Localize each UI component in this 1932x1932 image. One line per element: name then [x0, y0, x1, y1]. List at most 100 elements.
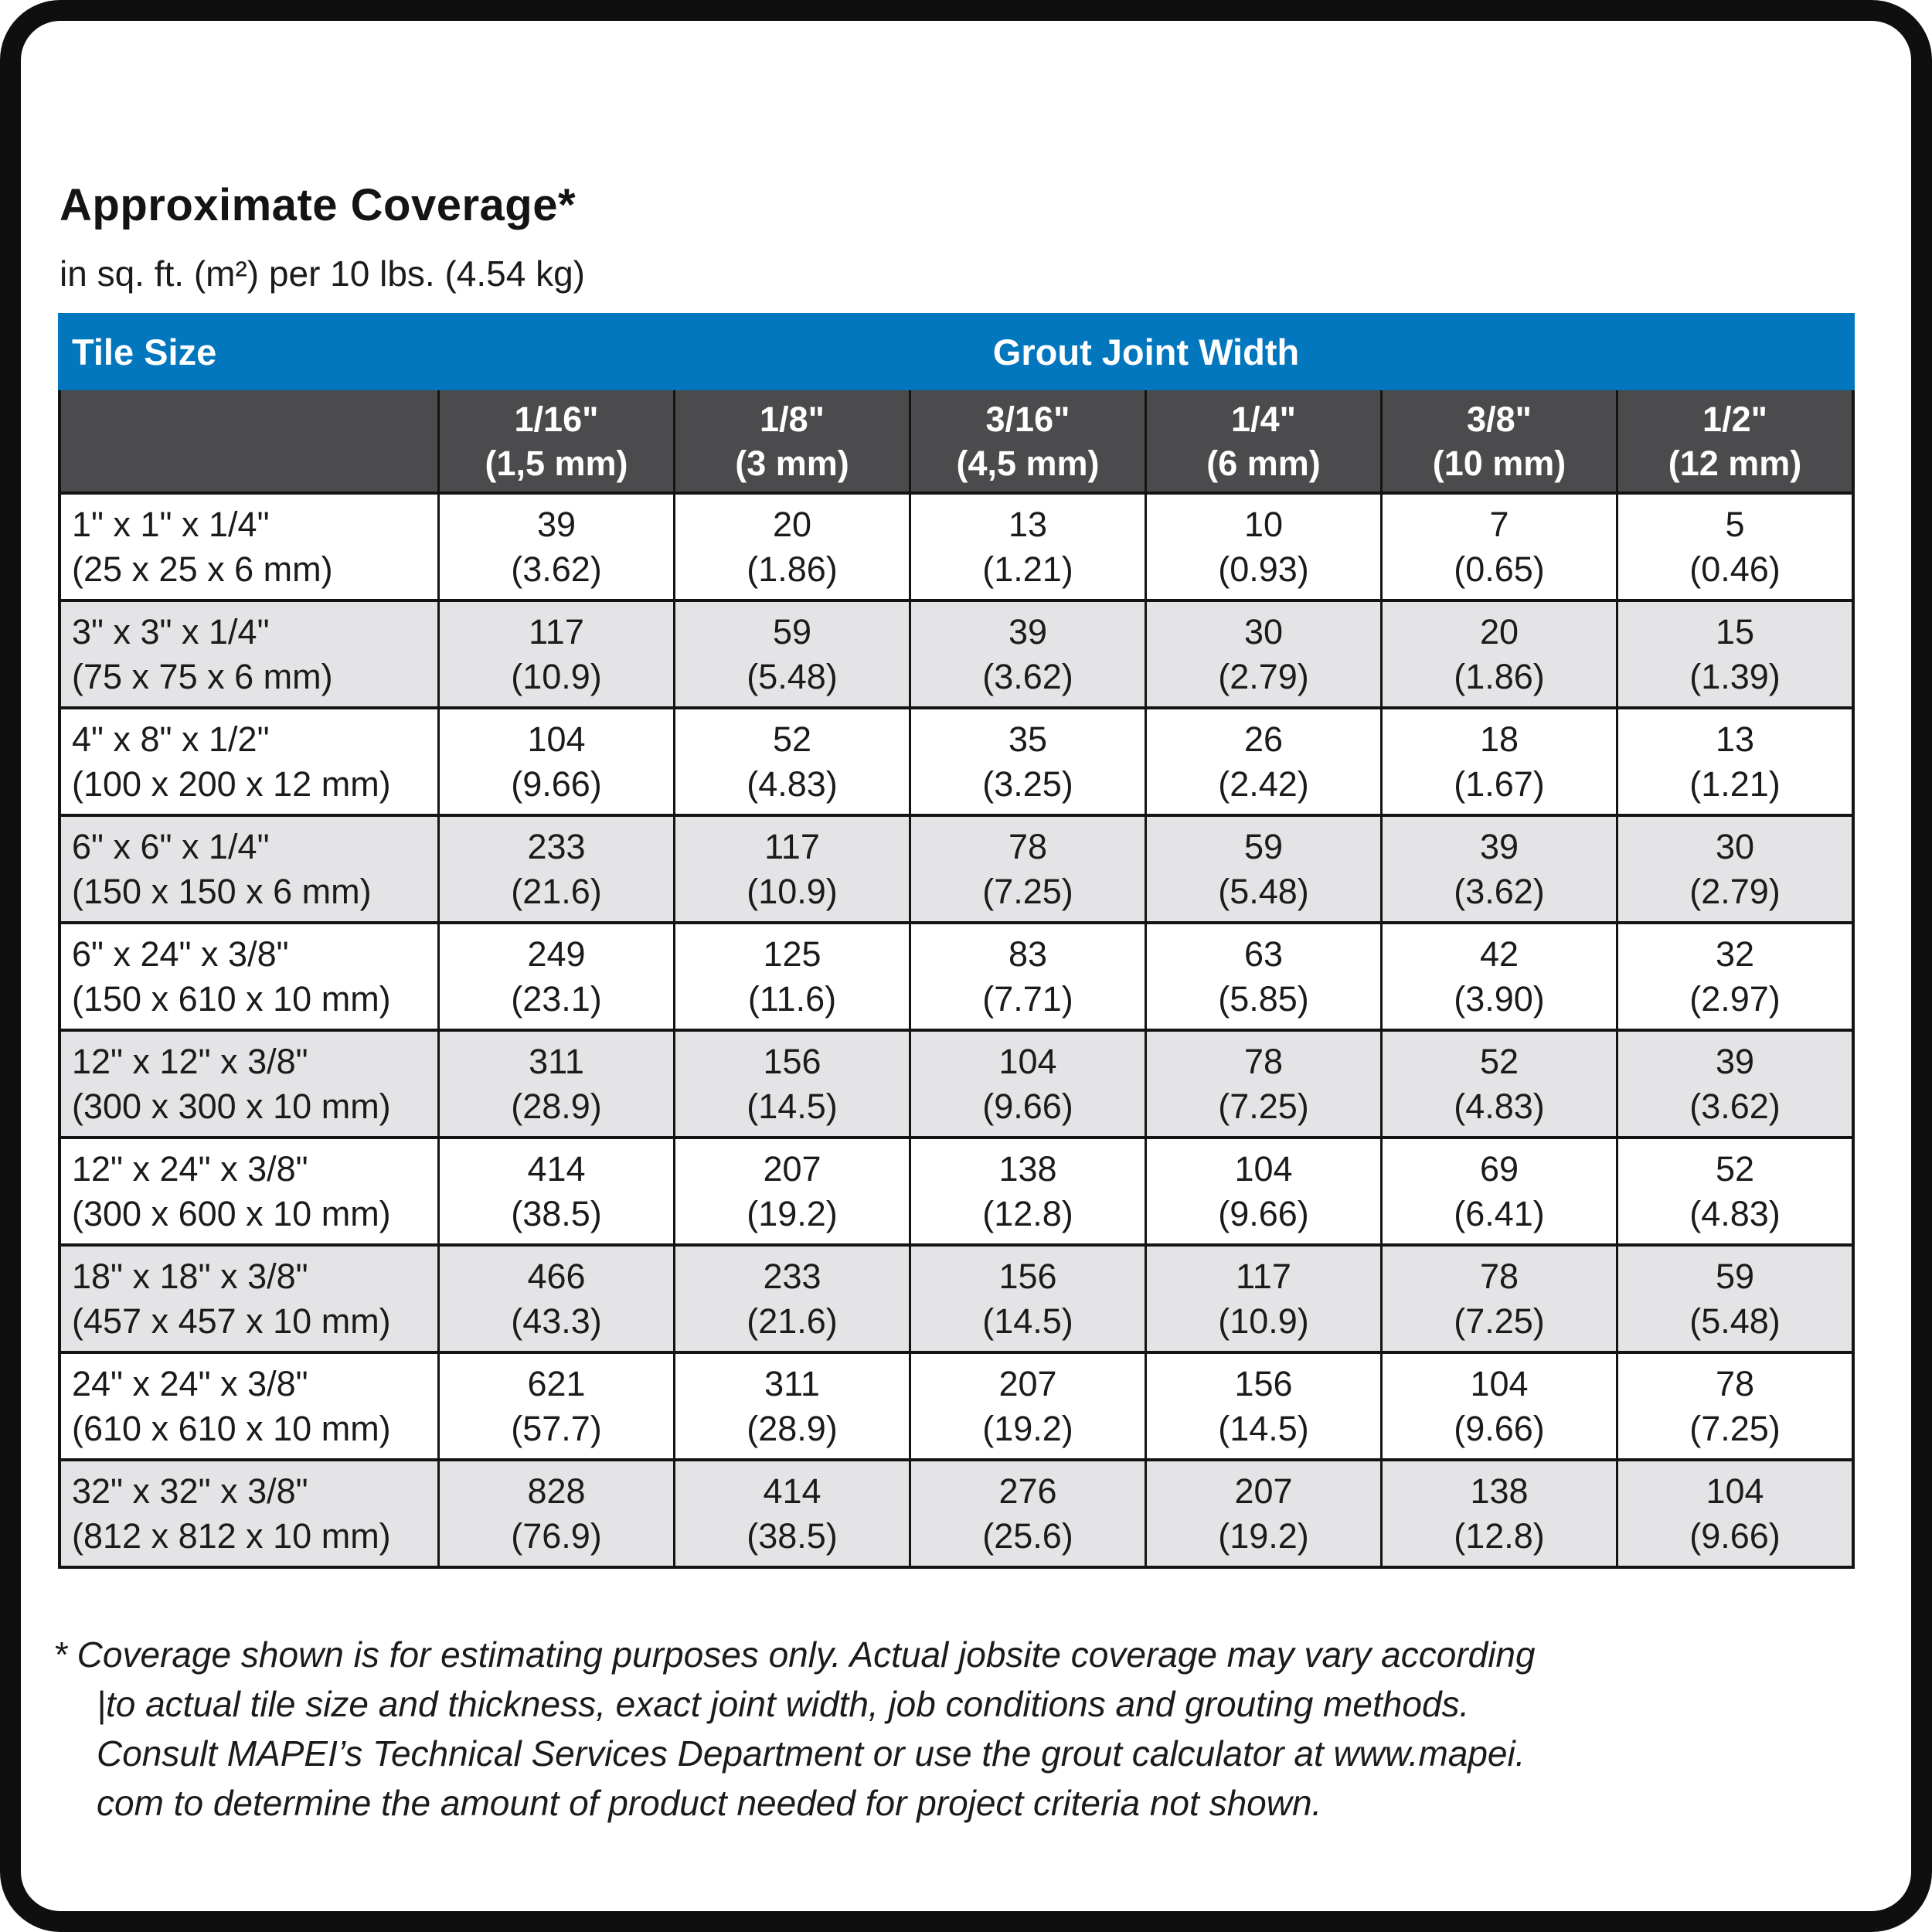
tile-size-cell: 12" x 12" x 3/8" (300 x 300 x 10 mm) — [61, 1032, 437, 1136]
value-cell: 104 (9.66) — [1145, 1139, 1380, 1243]
coverage-value: 39 — [1008, 611, 1048, 651]
value-cell: 39 (3.62) — [1616, 1032, 1852, 1136]
coverage-metric: (9.66) — [1454, 1408, 1545, 1448]
table-row: 12" x 24" x 3/8" (300 x 600 x 10 mm) 414… — [61, 1136, 1852, 1243]
coverage-metric: (9.66) — [1218, 1193, 1309, 1233]
coverage-value: 466 — [527, 1256, 586, 1296]
value-cell: 5 (0.46) — [1616, 495, 1852, 599]
tile-size-label: 24" x 24" x 3/8" — [72, 1363, 308, 1403]
table-row: 4" x 8" x 1/2" (100 x 200 x 12 mm) 104 (… — [61, 706, 1852, 814]
coverage-metric: (2.42) — [1218, 764, 1309, 804]
coverage-metric: (14.5) — [747, 1086, 838, 1126]
coverage-value: 5 — [1725, 504, 1745, 544]
coverage-metric: (21.6) — [747, 1301, 838, 1341]
value-cell: 26 (2.42) — [1145, 709, 1380, 814]
coverage-value: 414 — [527, 1148, 586, 1189]
value-cell: 125 (11.6) — [673, 924, 909, 1029]
coverage-metric: (3.25) — [982, 764, 1073, 804]
tile-size-metric: (25 x 25 x 6 mm) — [72, 549, 333, 589]
coverage-value: 117 — [764, 826, 820, 866]
value-cell: 13 (1.21) — [1616, 709, 1852, 814]
coverage-value: 39 — [1479, 826, 1519, 866]
value-cell: 69 (6.41) — [1380, 1139, 1616, 1243]
coverage-value: 32 — [1715, 934, 1755, 974]
coverage-metric: (7.71) — [982, 978, 1073, 1019]
coverage-metric: (23.1) — [511, 978, 602, 1019]
value-cell: 30 (2.79) — [1616, 817, 1852, 921]
coverage-metric: (10.9) — [1218, 1301, 1309, 1341]
column-size: 3/8" — [1467, 399, 1532, 439]
coverage-value: 59 — [1715, 1256, 1755, 1296]
coverage-metric: (0.65) — [1454, 549, 1545, 589]
column-size: 1/8" — [760, 399, 825, 439]
coverage-value: 7 — [1489, 504, 1509, 544]
coverage-metric: (2.79) — [1689, 871, 1781, 911]
value-cell: 59 (5.48) — [1145, 817, 1380, 921]
coverage-value: 39 — [1715, 1041, 1755, 1081]
column-size: 1/2" — [1702, 399, 1767, 439]
value-cell: 207 (19.2) — [909, 1354, 1145, 1458]
coverage-metric: (12.8) — [1454, 1515, 1545, 1556]
coverage-value: 83 — [1008, 934, 1048, 974]
column-metric: (6 mm) — [1206, 443, 1321, 483]
value-cell: 249 (23.1) — [437, 924, 673, 1029]
tile-size-label: 12" x 12" x 3/8" — [72, 1041, 308, 1081]
coverage-metric: (2.97) — [1689, 978, 1781, 1019]
coverage-metric: (76.9) — [511, 1515, 602, 1556]
coverage-value: 52 — [1479, 1041, 1519, 1081]
column-header: 1/4" (6 mm) — [1145, 390, 1380, 492]
coverage-metric: (28.9) — [747, 1408, 838, 1448]
coverage-metric: (7.25) — [982, 871, 1073, 911]
coverage-value: 311 — [529, 1041, 584, 1081]
value-cell: 828 (76.9) — [437, 1461, 673, 1566]
value-cell: 78 (7.25) — [909, 817, 1145, 921]
value-cell: 39 (3.62) — [909, 602, 1145, 706]
coverage-value: 207 — [763, 1148, 821, 1189]
tile-size-label: 3" x 3" x 1/4" — [72, 611, 270, 651]
value-cell: 20 (1.86) — [1380, 602, 1616, 706]
column-size: 1/16" — [514, 399, 599, 439]
coverage-metric: (2.79) — [1218, 656, 1309, 696]
table-header-blue: Tile Size Grout Joint Width — [58, 313, 1855, 390]
tile-size-cell: 6" x 6" x 1/4" (150 x 150 x 6 mm) — [61, 817, 437, 921]
coverage-metric: (19.2) — [1218, 1515, 1309, 1556]
value-cell: 10 (0.93) — [1145, 495, 1380, 599]
coverage-metric: (1.21) — [1689, 764, 1781, 804]
coverage-value: 414 — [763, 1471, 821, 1511]
column-metric: (1,5 mm) — [485, 443, 628, 483]
column-size: 3/16" — [985, 399, 1070, 439]
column-header: 3/16" (4,5 mm) — [909, 390, 1145, 492]
coverage-metric: (5.85) — [1218, 978, 1309, 1019]
tile-size-cell: 4" x 8" x 1/2" (100 x 200 x 12 mm) — [61, 709, 437, 814]
value-cell: 63 (5.85) — [1145, 924, 1380, 1029]
coverage-value: 15 — [1715, 611, 1755, 651]
coverage-metric: (38.5) — [511, 1193, 602, 1233]
table-body: 1" x 1" x 1/4" (25 x 25 x 6 mm) 39 (3.62… — [61, 492, 1852, 1566]
value-cell: 7 (0.65) — [1380, 495, 1616, 599]
coverage-metric: (5.48) — [747, 656, 838, 696]
column-size: 1/4" — [1231, 399, 1296, 439]
column-metric: (3 mm) — [735, 443, 849, 483]
tile-size-cell: 32" x 32" x 3/8" (812 x 812 x 10 mm) — [61, 1461, 437, 1566]
coverage-value: 207 — [1234, 1471, 1293, 1511]
coverage-value: 78 — [1008, 826, 1048, 866]
coverage-metric: (21.6) — [511, 871, 602, 911]
value-cell: 52 (4.83) — [673, 709, 909, 814]
coverage-metric: (1.86) — [747, 549, 838, 589]
coverage-metric: (5.48) — [1689, 1301, 1781, 1341]
value-cell: 104 (9.66) — [1616, 1461, 1852, 1566]
value-cell: 156 (14.5) — [673, 1032, 909, 1136]
coverage-metric: (3.62) — [1454, 871, 1545, 911]
value-cell: 104 (9.66) — [1380, 1354, 1616, 1458]
coverage-value: 104 — [1706, 1471, 1764, 1511]
table-row: 32" x 32" x 3/8" (812 x 812 x 10 mm) 828… — [61, 1458, 1852, 1566]
coverage-metric: (1.21) — [982, 549, 1073, 589]
coverage-value: 104 — [1470, 1363, 1529, 1403]
coverage-value: 78 — [1243, 1041, 1284, 1081]
coverage-value: 18 — [1479, 719, 1519, 759]
value-cell: 621 (57.7) — [437, 1354, 673, 1458]
coverage-value: 138 — [1470, 1471, 1529, 1511]
coverage-metric: (11.6) — [747, 978, 837, 1019]
tile-size-metric: (300 x 600 x 10 mm) — [72, 1193, 391, 1233]
